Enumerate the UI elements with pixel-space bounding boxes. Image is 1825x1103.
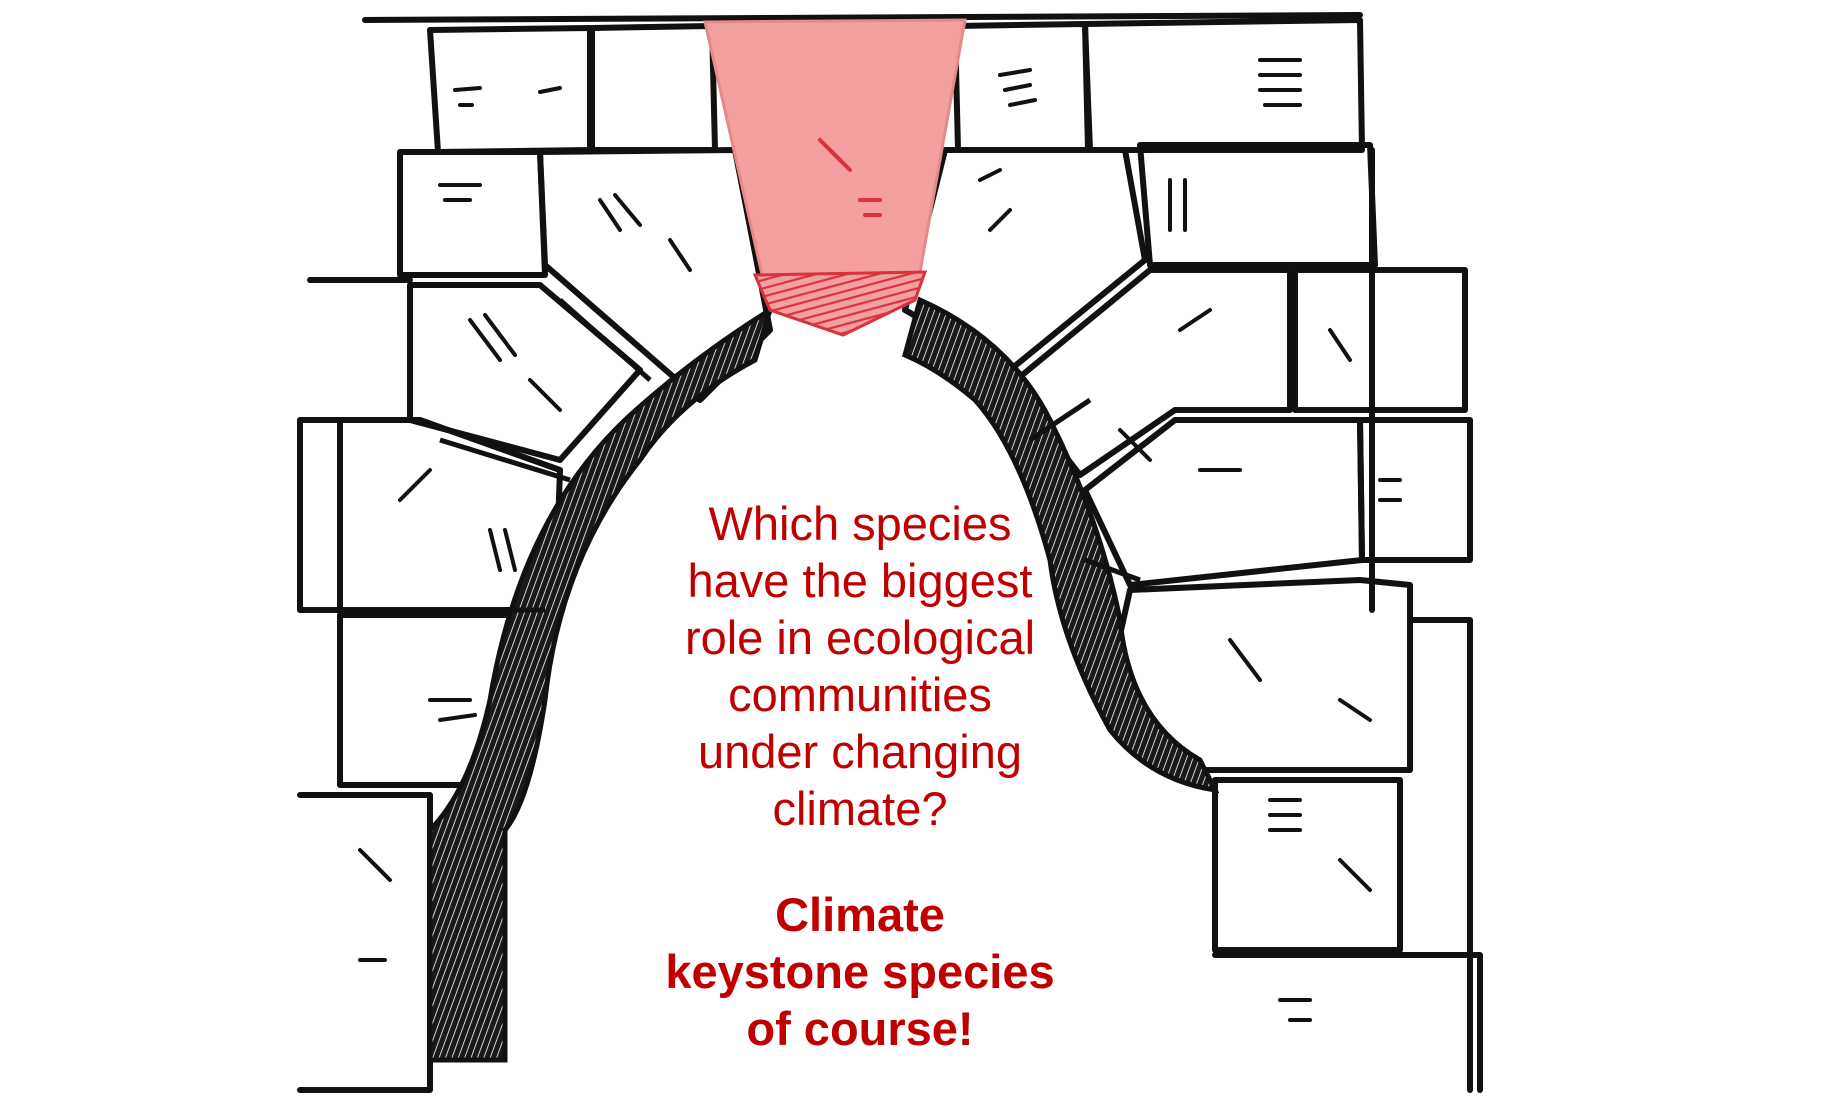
stone-block [1357,417,1473,563]
arch-ring-right [902,296,1220,794]
stone-block [1407,617,1473,1093]
stone-texture [358,58,1402,1022]
question-line: under changing [697,725,1023,778]
answer-line: Climate [775,888,945,941]
stone-block [1212,952,1483,1093]
answer-line: keystone species [665,945,1055,998]
question-line: Which species [708,497,1012,550]
caption-block: Which species have the biggest role in e… [600,495,1120,1057]
stone-block [1082,417,1365,588]
stone-block [1212,777,1403,953]
arch-ring [340,296,1220,1063]
question-line: have the biggest [687,554,1033,607]
stone-block [1082,17,1365,153]
stone-block [589,23,718,153]
wall-top-line [362,12,1363,23]
question-line: climate? [772,782,948,835]
stone-block [1137,142,1378,268]
keystone [703,18,967,337]
stone-block [397,149,548,278]
question-text: Which species have the biggest role in e… [600,495,1120,837]
stone-block [297,417,343,613]
answer-text: Climate keystone species of course! [600,886,1120,1057]
keystone-lower-band [752,270,928,337]
question-line: communities [728,668,992,721]
answer-line: of course! [746,1002,974,1055]
question-line: role in ecological [684,611,1036,664]
stone-block [297,792,433,1093]
keystone-marks [818,138,882,217]
stone-block [1292,267,1468,413]
stone-block [407,282,643,463]
